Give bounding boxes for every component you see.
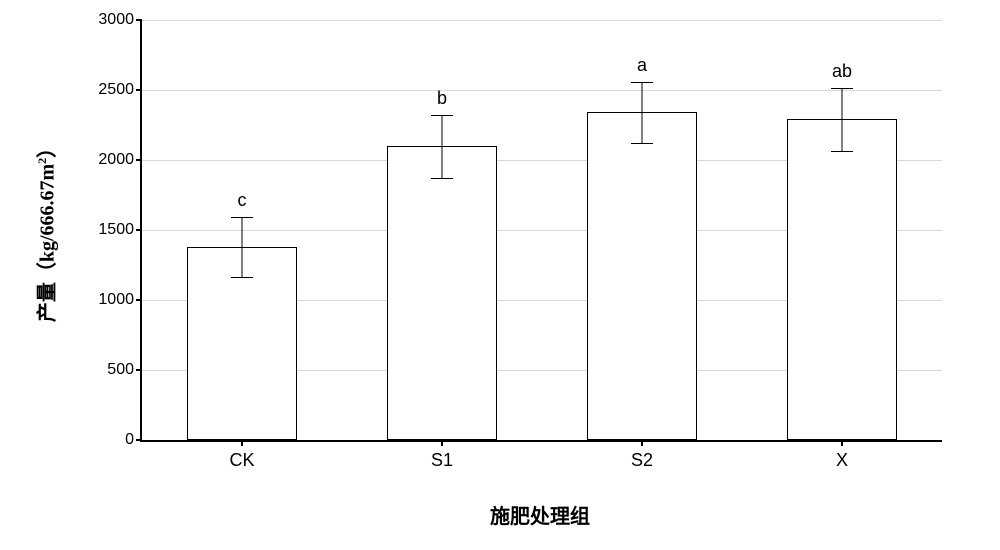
ytick-label: 500 [107,361,134,379]
xtick-label: CK [229,450,254,471]
ytick-mark [136,89,142,91]
gridline [142,20,942,21]
xtick-mark [641,440,643,446]
ytick-mark [136,19,142,21]
xtick-label: S1 [431,450,453,471]
gridline [142,90,942,91]
plot-area: 050010001500200025003000cCKbS1aS2abX [140,20,942,442]
ytick-mark [136,299,142,301]
significance-label: b [437,88,447,109]
significance-label: ab [832,61,852,82]
xtick-label: X [836,450,848,471]
bar [587,112,697,440]
y-axis-label-post: ） [37,138,59,158]
bar [387,146,497,440]
xtick-mark [241,440,243,446]
significance-label: a [637,55,647,76]
ytick-mark [136,439,142,441]
xtick-mark [441,440,443,446]
ytick-mark [136,369,142,371]
ytick-label: 2500 [98,81,134,99]
xtick-label: S2 [631,450,653,471]
significance-label: c [238,190,247,211]
y-axis-label-sup: 2 [35,158,49,164]
bar [787,119,897,440]
bar-chart: 0 500 1000 1500 2000 2500 3000 c CK b S1 a S2 ab X 产量（… [0,0,1000,550]
x-axis-label: 施肥处理组 [490,500,590,529]
ytick-mark [136,159,142,161]
ytick-label: 1000 [98,291,134,309]
ytick-mark [136,229,142,231]
ytick-label: 3000 [98,11,134,29]
ytick-label: 0 [125,431,134,449]
ytick-label: 2000 [98,151,134,169]
y-axis-label-pre: 产量（kg/666.67m [37,164,59,322]
xtick-mark [841,440,843,446]
y-axis-label: 产量（kg/666.67m2） [31,138,60,322]
ytick-label: 1500 [98,221,134,239]
